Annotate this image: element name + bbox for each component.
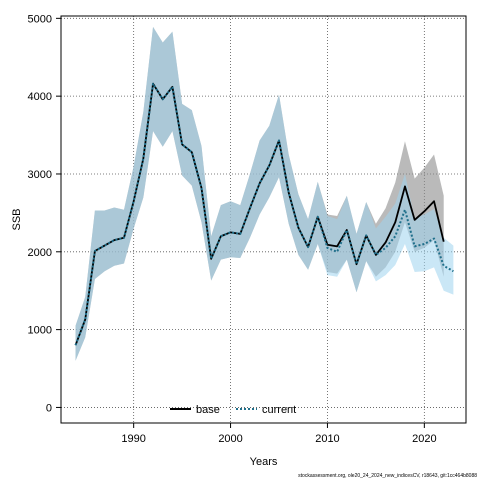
y-axis-title: SSB	[11, 208, 23, 230]
footnote: stockassessment.org, ole20_24_2024_new_i…	[298, 473, 477, 479]
y-tick-label-2000: 2000	[28, 247, 52, 259]
confidence-bands	[75, 26, 454, 361]
y-tick-label-4000: 4000	[28, 91, 52, 103]
plot-frame	[60, 15, 467, 424]
y-tick-label-5000: 5000	[28, 13, 52, 25]
y-tick-label-3000: 3000	[28, 169, 52, 181]
x-tick-label-1990: 1990	[121, 433, 145, 445]
band-current	[75, 26, 454, 361]
legend-label-current: current	[262, 404, 296, 416]
x-tick-label-2010: 2010	[315, 433, 339, 445]
legend: base current	[170, 404, 296, 416]
line-current	[74, 82, 454, 346]
legend-label-base: base	[196, 404, 220, 416]
x-tick-label-2000: 2000	[218, 433, 242, 445]
y-tick-label-0: 0	[46, 402, 52, 414]
x-tick-label-2020: 2020	[412, 433, 436, 445]
grid	[61, 16, 466, 423]
axes: 1990 2000 2010 2020 0 1000 2000 3000 4000 5000	[28, 13, 437, 445]
x-axis-title: Years	[250, 456, 278, 468]
y-tick-label-1000: 1000	[28, 325, 52, 337]
series-lines	[74, 82, 454, 346]
